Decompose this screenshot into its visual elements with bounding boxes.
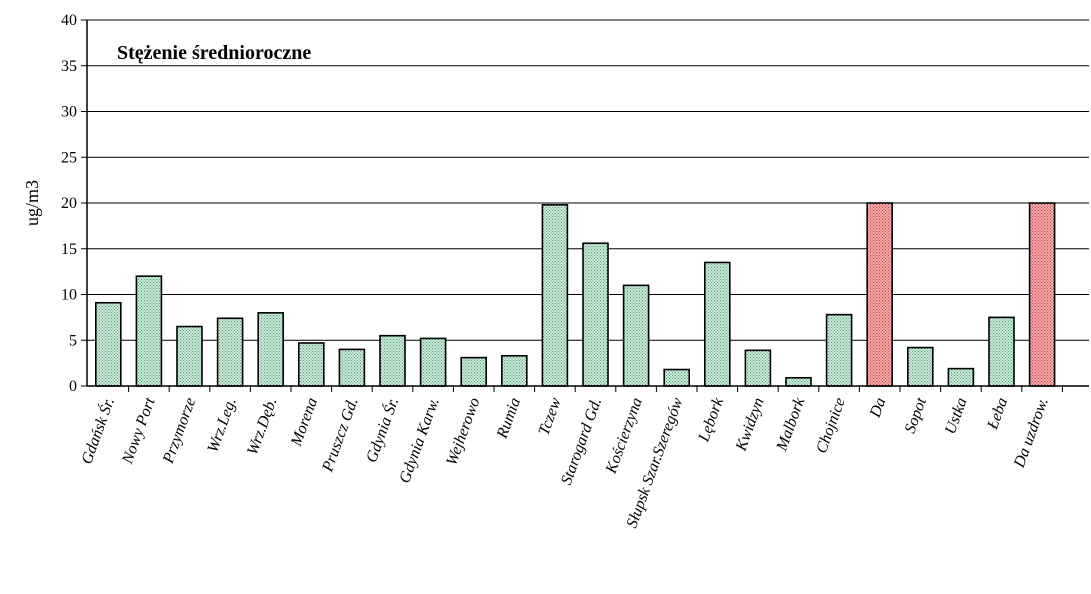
bar-7 (338, 348, 366, 387)
bar-15 (663, 368, 691, 387)
y-tick-label: 10 (61, 287, 77, 304)
y-tick-labels: 0 5 10 15 20 25 30 35 40 (61, 12, 87, 395)
chart-title: Stężenie średnioroczne (117, 42, 311, 64)
bar-9 (419, 337, 447, 387)
bar-20 (866, 202, 894, 387)
bar-18 (785, 376, 812, 387)
bar-23 (988, 316, 1015, 387)
x-tick-label: Malbork (773, 395, 808, 454)
x-tick-label: Da uzdrow. (1011, 396, 1052, 471)
bar-6 (297, 342, 325, 387)
y-tick-label: 30 (61, 104, 77, 121)
bar-16 (703, 261, 731, 387)
bar-21 (906, 346, 934, 387)
bar-17 (744, 349, 772, 387)
bar-5 (257, 311, 285, 387)
x-tick-label: Sopot (902, 395, 931, 436)
x-tick-label: Chojnice (813, 396, 849, 456)
bar-13 (582, 242, 609, 387)
bar-14 (622, 284, 650, 387)
y-axis-title: ug/m3 (22, 180, 42, 226)
bar-12 (541, 204, 569, 387)
x-tick-label: Starogard Gd. (558, 396, 605, 488)
x-tick-label: Gdynia Śr. (361, 395, 402, 465)
x-tick-label: Wrz.Leg. (204, 396, 239, 455)
bar-10 (460, 356, 488, 387)
bar-22 (947, 367, 975, 387)
x-tick-label: Pruszcz Gd. (319, 396, 362, 475)
bar-24 (1028, 202, 1056, 387)
x-tick-label: Morena (288, 396, 321, 450)
bar-8 (379, 334, 406, 387)
x-tick-label: Wejherowo (443, 396, 483, 468)
y-tick-label: 15 (61, 241, 77, 258)
y-tick-label: 0 (69, 378, 77, 395)
x-tick-label: Tczew (536, 395, 565, 437)
x-tick-label: Da (866, 396, 889, 421)
bar-3 (176, 325, 203, 387)
x-tick-labels: Gdańsk Śr. Nowy Port Przymorze Wrz.Leg. Wrz.… (76, 386, 1063, 530)
x-tick-label: Kościerzyna (602, 396, 645, 477)
x-tick-label: Nowy Port (119, 395, 159, 467)
y-tick-label: 5 (69, 332, 77, 349)
bar-2 (135, 275, 163, 387)
y-tick-label: 20 (61, 195, 77, 212)
bars (95, 202, 1056, 387)
x-tick-label: Rumia (493, 396, 524, 442)
x-tick-label: Wrz.Dęb. (244, 396, 280, 458)
x-tick-label: Gdynia Karw. (396, 396, 443, 486)
y-tick-label: 25 (61, 149, 77, 166)
bar-11 (500, 355, 528, 387)
bar-19 (825, 313, 853, 387)
bar-1 (95, 301, 122, 387)
x-tick-label: Przymorze (160, 396, 200, 467)
x-tick-label: Ustka (942, 396, 971, 437)
y-tick-label: 35 (61, 58, 77, 75)
bar-4 (216, 317, 244, 387)
x-tick-label: Gdańsk Śr. (76, 395, 118, 467)
y-tick-label: 40 (61, 12, 77, 29)
x-tick-label: Łeba (984, 396, 1011, 433)
x-tick-label: Lębork (695, 395, 727, 445)
x-tick-label: Kwidzyn (732, 396, 767, 455)
